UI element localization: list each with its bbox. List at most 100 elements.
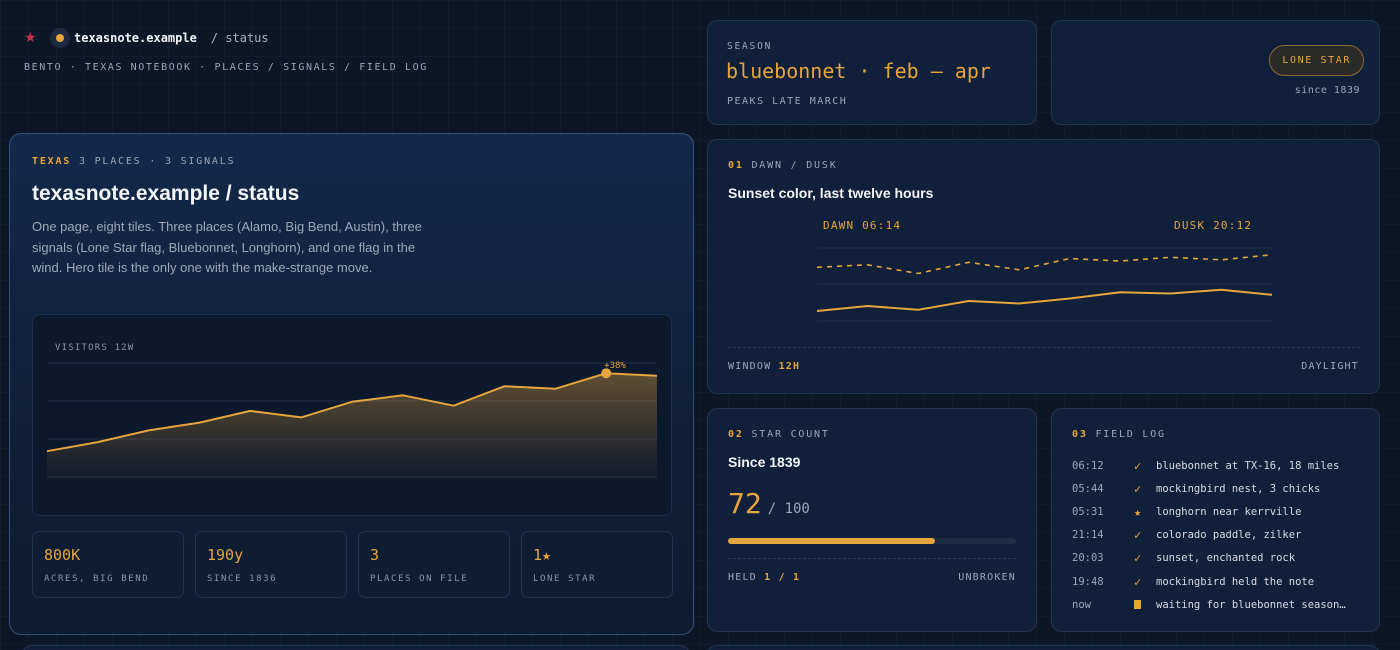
log-entry: 05:31 ★ longhorn near kerrville <box>1072 500 1346 523</box>
log-text: mockingbird held the note <box>1156 575 1315 588</box>
lone-star-since: since 1839 <box>1294 85 1360 96</box>
stat-value: 190y <box>207 546 244 564</box>
stat-card: 3 PLACES ON FILE <box>358 531 510 598</box>
progress-fill <box>728 538 936 544</box>
tile-number: 03 <box>1072 429 1088 440</box>
stat-label: SINCE 1836 <box>207 574 278 584</box>
dawn-dusk-tile: 01 DAWN / DUSK Sunset color, last twelve… <box>707 139 1380 394</box>
held-label: HELD <box>728 572 757 583</box>
star-count-kicker-text: STAR COUNT <box>751 429 830 440</box>
dawn-dusk-title: Sunset color, last twelve hours <box>728 185 934 201</box>
field-log-kicker: 03 FIELD LOG <box>1072 429 1166 440</box>
log-time: 05:31 <box>1072 505 1104 518</box>
dashed-series-line <box>816 254 1273 275</box>
check-icon: ✓ <box>1134 458 1142 473</box>
stat-label: PLACES ON FILE <box>370 574 469 584</box>
log-entry: now waiting for bluebonnet season… <box>1072 593 1346 616</box>
log-entry: 21:14 ✓ colorado paddle, zilker <box>1072 524 1346 547</box>
window-label: WINDOW <box>728 361 772 372</box>
dawn-label: DAWN 06:14 <box>823 219 902 232</box>
log-text: bluebonnet at TX-16, 18 miles <box>1156 459 1340 472</box>
log-text: colorado paddle, zilker <box>1156 529 1302 542</box>
field-log-list: 06:12 ✓ bluebonnet at TX-16, 18 miles 05:44… <box>1072 454 1346 616</box>
season-subtitle: PEAKS LATE MARCH <box>727 96 848 107</box>
hero-title: texasnote.example / status <box>32 182 300 205</box>
log-time: 21:14 <box>1072 529 1104 542</box>
site-domain-link[interactable]: texasnote.example <box>74 31 197 45</box>
next-tile-edge <box>22 645 690 650</box>
tile-number: 02 <box>728 429 744 440</box>
hero-kicker: TEXAS 3 PLACES · 3 SIGNALS <box>32 156 235 167</box>
daylight-label: DAYLIGHT <box>1301 361 1359 372</box>
hero-description: One page, eight tiles. Three places (Ala… <box>32 219 422 275</box>
stat-label: LONE STAR <box>533 574 597 584</box>
divider <box>728 558 1016 559</box>
log-entry: 20:03 ✓ sunset, enchanted rock <box>1072 547 1346 570</box>
season-tile: SEASON bluebonnet · feb – apr PEAKS LATE… <box>707 20 1037 125</box>
star-count-readout: 72 / 100 <box>728 487 810 520</box>
star-count-tile: 02 STAR COUNT Since 1839 72 / 100 HELD 1 … <box>707 408 1037 632</box>
area-line <box>46 372 658 453</box>
star-count-total: / 100 <box>767 501 810 517</box>
star-count-progress <box>728 538 1016 544</box>
check-icon: ✓ <box>1134 528 1142 543</box>
peak-marker <box>601 368 612 379</box>
visitors-chart: +38% VISITORS 12W <box>32 314 672 516</box>
held-readout: HELD 1 / 1 <box>728 572 800 583</box>
check-icon: ✓ <box>1134 551 1142 566</box>
check-icon: ✓ <box>1134 481 1142 496</box>
log-time: 06:12 <box>1072 459 1104 472</box>
window-value: 12H <box>778 361 801 372</box>
log-time: 05:44 <box>1072 482 1104 495</box>
star-icon: ★ <box>1134 504 1142 519</box>
next-tile-edge <box>707 645 1380 650</box>
hero-kicker-accent: TEXAS <box>32 156 72 167</box>
hero-kicker-text: 3 PLACES · 3 SIGNALS <box>78 156 236 167</box>
log-text: longhorn near kerrville <box>1156 505 1302 518</box>
solid-series-line <box>816 288 1273 312</box>
sunset-chart-svg <box>816 247 1273 322</box>
stat-card: 190y SINCE 1836 <box>195 531 347 598</box>
lone-star-badge[interactable]: LONE STAR <box>1269 45 1364 76</box>
lone-star-tile: LONE STAR since 1839 <box>1051 20 1380 125</box>
window-readout: WINDOW 12H <box>728 361 800 372</box>
held-value: 1 / 1 <box>764 572 801 583</box>
stat-value: 800K <box>44 546 81 564</box>
page-header: ★ texasnote.example / status BENTO · TEX… <box>24 28 428 73</box>
log-time: 19:48 <box>1072 575 1104 588</box>
log-entry: 19:48 ✓ mockingbird held the note <box>1072 570 1346 593</box>
log-time: 20:03 <box>1072 552 1104 565</box>
stat-label: ACRES, BIG BEND <box>44 574 150 584</box>
breadcrumb: BENTO · TEXAS NOTEBOOK · PLACES / SIGNAL… <box>24 62 428 73</box>
star-count-title: Since 1839 <box>728 454 801 470</box>
tile-number: 01 <box>728 160 744 171</box>
peak-annotation: +38% <box>604 361 626 371</box>
brand-row: ★ texasnote.example / status <box>24 28 428 48</box>
season-value: bluebonnet · feb – apr <box>726 59 991 83</box>
log-entry: 06:12 ✓ bluebonnet at TX-16, 18 miles <box>1072 454 1346 477</box>
area-fill <box>47 373 657 485</box>
field-log-tile: 03 FIELD LOG 06:12 ✓ bluebonnet at TX-16, … <box>1051 408 1380 632</box>
star-icon: ★ <box>24 30 37 46</box>
field-log-kicker-text: FIELD LOG <box>1095 429 1166 440</box>
cursor-block-icon <box>1134 598 1156 612</box>
check-icon: ✓ <box>1134 574 1142 589</box>
stat-value: 3 <box>370 546 380 564</box>
dawn-dusk-kicker-text: DAWN / DUSK <box>751 160 838 171</box>
stat-card: 800K ACRES, BIG BEND <box>32 531 184 598</box>
status-dot-icon <box>50 28 70 48</box>
log-time: now <box>1072 598 1091 611</box>
unbroken-label: UNBROKEN <box>958 572 1016 583</box>
season-kicker: SEASON <box>727 41 773 52</box>
site-path: / status <box>210 31 269 45</box>
star-count-value: 72 <box>728 487 762 520</box>
divider <box>728 347 1360 348</box>
dawn-dusk-kicker: 01 DAWN / DUSK <box>728 160 838 171</box>
stat-value: 1★ <box>533 546 552 564</box>
log-text: sunset, enchanted rock <box>1156 552 1296 565</box>
stat-card: 1★ LONE STAR <box>521 531 673 598</box>
log-entry: 05:44 ✓ mockingbird nest, 3 chicks <box>1072 477 1346 500</box>
star-count-kicker: 02 STAR COUNT <box>728 429 830 440</box>
dusk-label: DUSK 20:12 <box>1174 219 1253 232</box>
log-text: mockingbird nest, 3 chicks <box>1156 482 1321 495</box>
